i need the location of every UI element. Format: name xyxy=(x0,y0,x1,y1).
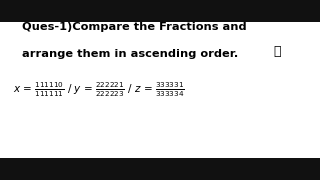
FancyBboxPatch shape xyxy=(0,22,320,158)
Text: arrange them in ascending order.: arrange them in ascending order. xyxy=(22,49,239,59)
Text: $\mathit{x}$ = $\frac{\mathsf{111110}}{\mathsf{111111}}$ $\mathit{/}$ $\mathit{y: $\mathit{x}$ = $\frac{\mathsf{111110}}{\… xyxy=(13,81,185,100)
Text: Ques-1)Compare the Fractions and: Ques-1)Compare the Fractions and xyxy=(22,22,247,32)
Text: 🎁: 🎁 xyxy=(274,45,281,58)
